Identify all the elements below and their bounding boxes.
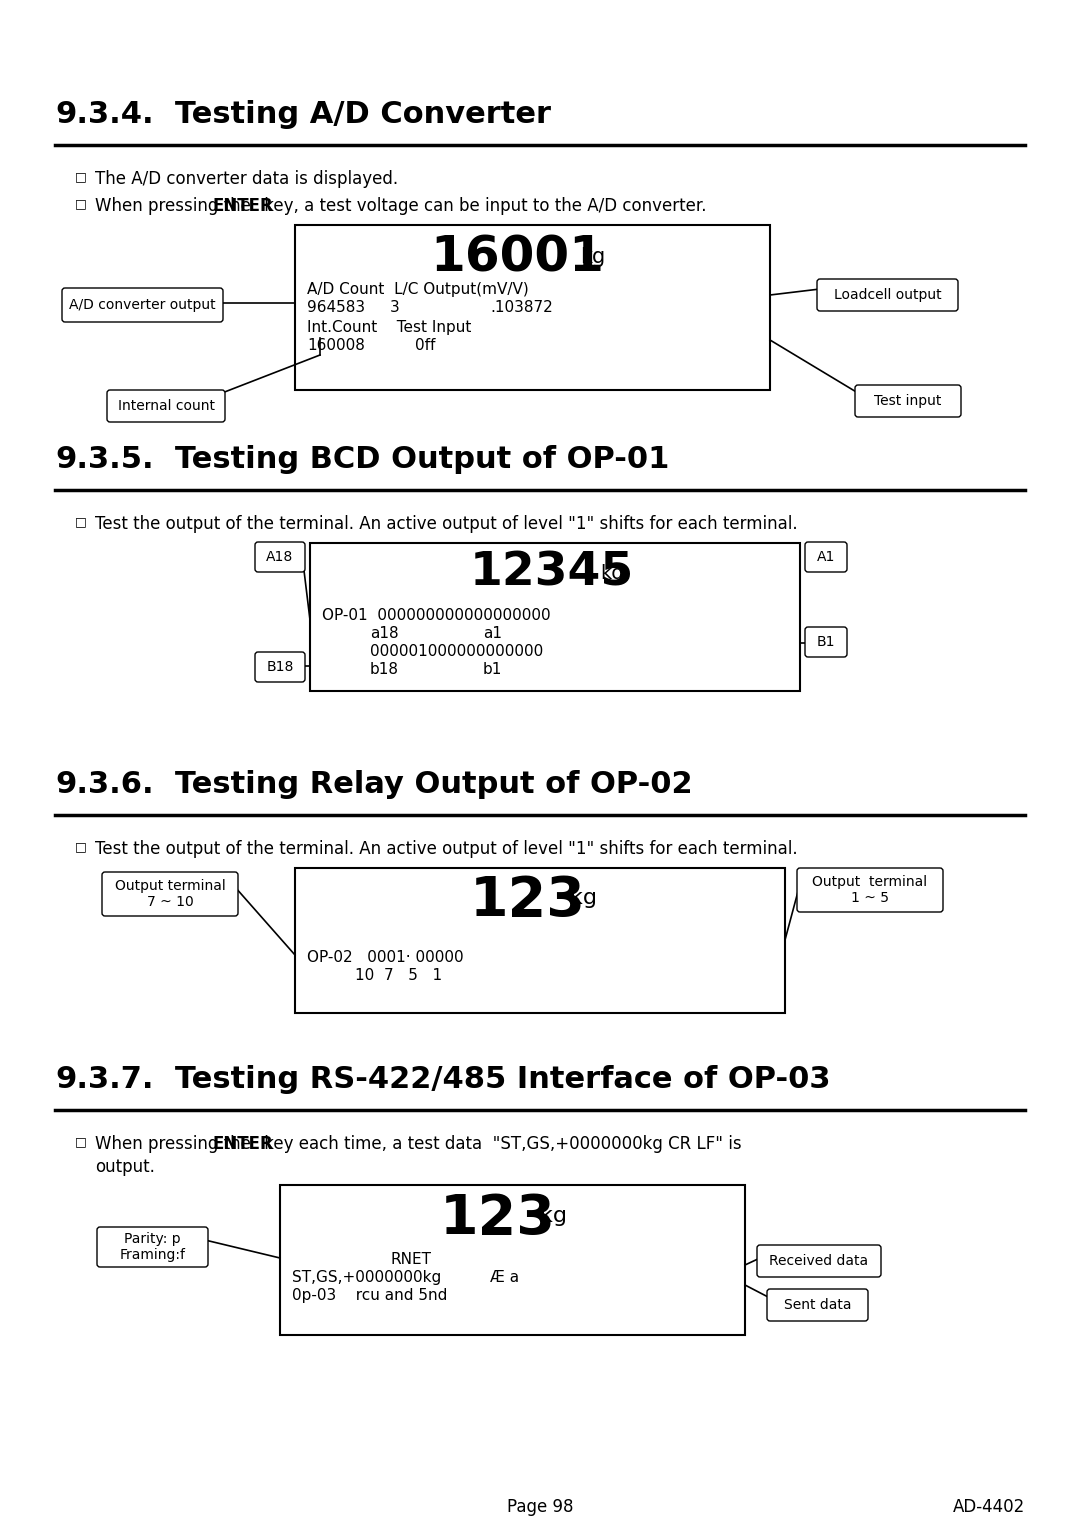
- Text: □: □: [75, 197, 86, 209]
- Text: output.: output.: [95, 1158, 154, 1177]
- Text: A/D converter output: A/D converter output: [69, 298, 216, 312]
- Text: Test the output of the terminal. An active output of level "1" shifts for each t: Test the output of the terminal. An acti…: [95, 515, 798, 533]
- Text: 000001000000000000: 000001000000000000: [370, 643, 543, 659]
- Text: When pressing the: When pressing the: [95, 197, 256, 215]
- Text: Output  terminal
1 ~ 5: Output terminal 1 ~ 5: [812, 876, 928, 905]
- Text: 9.3.6.: 9.3.6.: [55, 770, 153, 799]
- Text: 9.3.4.: 9.3.4.: [55, 99, 153, 128]
- FancyBboxPatch shape: [855, 385, 961, 417]
- Text: Testing RS-422/485 Interface of OP-03: Testing RS-422/485 Interface of OP-03: [175, 1065, 831, 1094]
- Text: Æ a: Æ a: [490, 1270, 519, 1285]
- Text: ST,GS,+0000000kg: ST,GS,+0000000kg: [292, 1270, 442, 1285]
- Text: 12345: 12345: [470, 552, 634, 596]
- Text: kg: kg: [570, 888, 597, 908]
- Text: Test input: Test input: [875, 394, 942, 408]
- Text: kg: kg: [540, 1206, 567, 1225]
- Text: 0p-03    rcu and 5nd: 0p-03 rcu and 5nd: [292, 1288, 447, 1303]
- Text: B18: B18: [267, 660, 294, 674]
- Bar: [295, 225, 770, 390]
- Text: OP-02   0001· 00000: OP-02 0001· 00000: [307, 950, 463, 966]
- FancyBboxPatch shape: [255, 542, 305, 571]
- Text: Loadcell output: Loadcell output: [834, 287, 942, 303]
- Bar: [310, 542, 800, 691]
- Text: Testing BCD Output of OP-01: Testing BCD Output of OP-01: [175, 445, 670, 474]
- Text: 964583: 964583: [307, 299, 365, 315]
- Text: 123: 123: [470, 874, 585, 927]
- Text: Testing A/D Converter: Testing A/D Converter: [175, 99, 551, 128]
- Text: □: □: [75, 170, 86, 183]
- FancyBboxPatch shape: [797, 868, 943, 912]
- FancyBboxPatch shape: [767, 1290, 868, 1322]
- Text: a18: a18: [370, 626, 399, 642]
- FancyBboxPatch shape: [62, 287, 222, 322]
- FancyBboxPatch shape: [805, 542, 847, 571]
- FancyBboxPatch shape: [757, 1245, 881, 1277]
- Text: OP-01  000000000000000000: OP-01 000000000000000000: [322, 608, 551, 623]
- Text: 160008: 160008: [307, 338, 365, 353]
- Text: 16001: 16001: [430, 232, 604, 281]
- Text: A1: A1: [816, 550, 835, 564]
- FancyBboxPatch shape: [805, 626, 847, 657]
- Bar: [280, 1186, 745, 1335]
- Text: 3: 3: [390, 299, 400, 315]
- Text: Test the output of the terminal. An active output of level "1" shifts for each t: Test the output of the terminal. An acti…: [95, 840, 798, 859]
- Text: b1: b1: [483, 662, 502, 677]
- Text: The A/D converter data is displayed.: The A/D converter data is displayed.: [95, 170, 399, 188]
- Text: ENTER: ENTER: [213, 197, 273, 215]
- Text: B1: B1: [816, 636, 835, 649]
- Text: 9.3.5.: 9.3.5.: [55, 445, 153, 474]
- FancyBboxPatch shape: [102, 872, 238, 915]
- Text: key, a test voltage can be input to the A/D converter.: key, a test voltage can be input to the …: [259, 197, 706, 215]
- Bar: [295, 868, 785, 1013]
- Text: key each time, a test data  "ST,GS,+0000000kg CR LF" is: key each time, a test data "ST,GS,+00000…: [259, 1135, 742, 1154]
- Text: RNET: RNET: [390, 1251, 431, 1267]
- Text: Testing Relay Output of OP-02: Testing Relay Output of OP-02: [175, 770, 692, 799]
- Text: □: □: [75, 840, 86, 853]
- Text: AD-4402: AD-4402: [953, 1497, 1025, 1516]
- Text: When pressing the: When pressing the: [95, 1135, 256, 1154]
- Text: A18: A18: [267, 550, 294, 564]
- Text: A/D Count  L/C Output(mV/V): A/D Count L/C Output(mV/V): [307, 283, 529, 296]
- Text: Parity: p
Framing:f: Parity: p Framing:f: [120, 1232, 186, 1262]
- Text: 123: 123: [440, 1192, 556, 1245]
- Text: □: □: [75, 515, 86, 529]
- FancyBboxPatch shape: [255, 652, 305, 681]
- Text: kg: kg: [600, 564, 623, 584]
- Text: .103872: .103872: [490, 299, 553, 315]
- Text: 10  7   5   1: 10 7 5 1: [355, 969, 442, 983]
- FancyBboxPatch shape: [816, 280, 958, 312]
- FancyBboxPatch shape: [107, 390, 225, 422]
- Text: kg: kg: [580, 248, 605, 267]
- Text: 9.3.7.: 9.3.7.: [55, 1065, 153, 1094]
- Text: Received data: Received data: [769, 1254, 868, 1268]
- Text: Output terminal
7 ~ 10: Output terminal 7 ~ 10: [114, 879, 226, 909]
- Text: 0ff: 0ff: [415, 338, 435, 353]
- Text: □: □: [75, 1135, 86, 1148]
- Text: Internal count: Internal count: [118, 399, 215, 413]
- Text: b18: b18: [370, 662, 399, 677]
- Text: Int.Count    Test Input: Int.Count Test Input: [307, 319, 471, 335]
- Text: a1: a1: [483, 626, 502, 642]
- Text: Sent data: Sent data: [784, 1297, 851, 1313]
- Text: Page 98: Page 98: [507, 1497, 573, 1516]
- Text: ENTER: ENTER: [213, 1135, 273, 1154]
- FancyBboxPatch shape: [97, 1227, 208, 1267]
